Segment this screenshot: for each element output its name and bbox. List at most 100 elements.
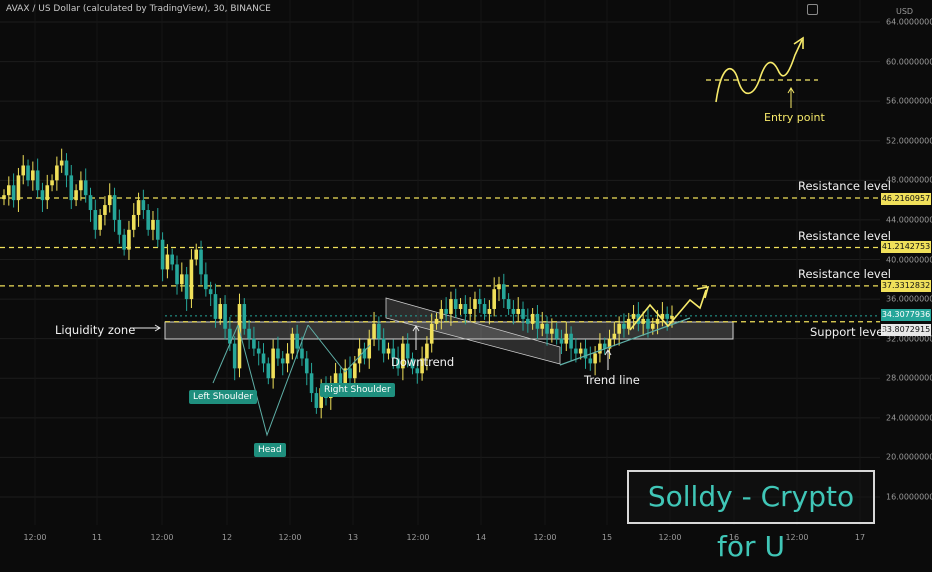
price-chart[interactable] bbox=[0, 0, 932, 550]
candle-body bbox=[574, 348, 578, 354]
chart-title: AVAX / US Dollar (calculated by TradingV… bbox=[6, 4, 271, 14]
candle-body bbox=[151, 219, 155, 230]
x-tick-label: 12:00 bbox=[785, 533, 809, 542]
candle-body bbox=[295, 333, 299, 349]
candle-body bbox=[670, 315, 674, 319]
candle-body bbox=[415, 368, 420, 374]
candle-body bbox=[232, 343, 237, 369]
candle-body bbox=[598, 343, 602, 354]
collapse-icon[interactable] bbox=[807, 4, 818, 15]
candle-body bbox=[626, 318, 631, 329]
candle-body bbox=[11, 185, 16, 201]
candle-body bbox=[117, 219, 122, 235]
candle-body bbox=[343, 368, 348, 384]
candle-body bbox=[55, 165, 59, 181]
head-tag: Head bbox=[254, 443, 286, 457]
hs-head-lines bbox=[237, 324, 309, 437]
candle-body bbox=[228, 328, 232, 344]
candle-body bbox=[458, 304, 463, 309]
downtrend-label: Downtrend bbox=[391, 355, 455, 369]
candle-body bbox=[602, 343, 607, 349]
candle-body bbox=[487, 308, 492, 314]
x-tick-label: 15 bbox=[601, 533, 613, 542]
brand-watermark: Solldy - Crypto for U bbox=[627, 470, 875, 563]
candle-body bbox=[338, 373, 343, 384]
candle-body bbox=[545, 323, 549, 334]
candle-body bbox=[559, 338, 564, 344]
candle-body bbox=[271, 348, 275, 379]
candle-body bbox=[189, 259, 194, 300]
candle-body bbox=[612, 333, 617, 339]
candle-body bbox=[444, 308, 448, 314]
candle-body bbox=[655, 318, 660, 324]
candle-body bbox=[391, 348, 396, 359]
trendline-arrow-head bbox=[604, 349, 612, 356]
candle-body bbox=[247, 328, 251, 339]
candle-body bbox=[420, 358, 424, 374]
candle-body bbox=[180, 274, 184, 285]
candle-body bbox=[434, 318, 439, 324]
candle-body bbox=[401, 343, 405, 369]
candle-body bbox=[74, 190, 78, 201]
candle-body bbox=[184, 274, 189, 300]
overlays bbox=[130, 36, 818, 437]
x-tick-label: 12:00 bbox=[23, 533, 47, 542]
candle-body bbox=[98, 214, 102, 230]
candle-body bbox=[381, 338, 386, 354]
entry-point-label: Entry point bbox=[764, 111, 825, 124]
candle-body bbox=[7, 185, 11, 196]
resistance-level-1-label: Resistance level bbox=[798, 179, 891, 193]
candle-body bbox=[266, 363, 271, 379]
y-tick-label: 48.0000000 bbox=[886, 175, 932, 185]
candle-body bbox=[583, 348, 588, 359]
x-tick-label: 11 bbox=[91, 533, 103, 542]
current-price: 34.3077936 bbox=[881, 309, 931, 321]
candle-body bbox=[261, 353, 266, 364]
candle-body bbox=[429, 323, 434, 344]
y-tick-label: 44.0000000 bbox=[886, 215, 932, 225]
x-tick-label: 12 bbox=[221, 533, 233, 542]
candle-body bbox=[165, 254, 170, 270]
candle-body bbox=[554, 328, 559, 339]
candle-body bbox=[362, 348, 367, 359]
x-tick-label: 14 bbox=[475, 533, 487, 542]
y-tick-label: 56.0000000 bbox=[886, 96, 932, 106]
liquidity-zone-label: Liquidity zone bbox=[55, 323, 136, 337]
candle-body bbox=[160, 239, 165, 270]
candle-body bbox=[21, 165, 26, 176]
candle-body bbox=[69, 175, 74, 201]
candle-body bbox=[208, 289, 213, 295]
candle-body bbox=[79, 180, 83, 191]
candle-body bbox=[175, 264, 179, 285]
candle-body bbox=[607, 338, 612, 349]
x-tick-label: 12:00 bbox=[658, 533, 682, 542]
x-tick-label: 12:00 bbox=[150, 533, 174, 542]
candle-body bbox=[141, 200, 146, 211]
candle-body bbox=[103, 205, 107, 215]
hs-left-line bbox=[212, 324, 239, 384]
y-tick-label: 60.0000000 bbox=[886, 57, 932, 67]
candle-body bbox=[372, 323, 376, 339]
hs-right-line bbox=[307, 324, 371, 373]
candle-body bbox=[468, 308, 472, 314]
candle-body bbox=[45, 185, 50, 201]
entry-curve-arrow-head bbox=[793, 36, 804, 49]
level-lines bbox=[0, 197, 880, 323]
candle-body bbox=[218, 304, 223, 319]
candle-body bbox=[59, 160, 64, 166]
support-price: 33.8072915 bbox=[881, 324, 931, 336]
candle-body bbox=[506, 299, 511, 309]
y-tick-label: 52.0000000 bbox=[886, 136, 932, 146]
candle-body bbox=[213, 294, 218, 319]
candle-body bbox=[131, 214, 136, 230]
candle-body bbox=[425, 343, 429, 359]
candle-body bbox=[35, 170, 40, 191]
candle-body bbox=[127, 229, 131, 250]
candle-body bbox=[26, 165, 30, 181]
candle-body bbox=[314, 393, 319, 408]
candle-body bbox=[333, 373, 338, 384]
candle-body bbox=[367, 338, 372, 359]
x-tick-label: 12:00 bbox=[406, 533, 430, 542]
candle-body bbox=[304, 358, 309, 374]
